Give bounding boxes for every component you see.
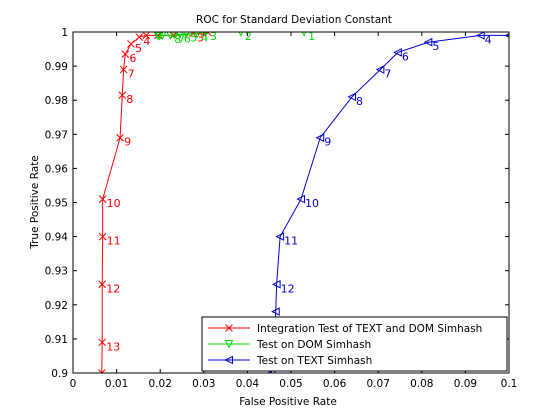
point-label: 7 bbox=[384, 68, 391, 81]
point-label: 2 bbox=[245, 30, 252, 43]
x-tick-label: 0.04 bbox=[236, 378, 260, 390]
data-point-marker bbox=[153, 32, 163, 41]
point-label: 6 bbox=[184, 32, 191, 45]
x-tick-label: 0.02 bbox=[149, 378, 172, 390]
y-tick-label: 0.99 bbox=[45, 61, 68, 73]
axis-ticks: 0 0.01 0.02 0.03 0.04 0.05 0.06 0.07 0.08 0.09 0.1… bbox=[45, 27, 518, 390]
data-point-marker bbox=[118, 91, 127, 99]
legend-swatch-marker bbox=[225, 324, 233, 332]
data-point-marker bbox=[375, 65, 385, 74]
data-point-marker bbox=[98, 338, 107, 347]
y-tick-label: 0.92 bbox=[45, 300, 68, 312]
point-label: 3 bbox=[210, 30, 217, 43]
data-point-marker bbox=[97, 369, 106, 373]
data-point-marker bbox=[315, 133, 325, 143]
data-point-marker bbox=[194, 32, 201, 39]
point-label: 12 bbox=[106, 282, 120, 295]
point-label: 10 bbox=[107, 197, 121, 210]
point-label: 7 bbox=[178, 33, 185, 46]
point-label: 5 bbox=[135, 42, 142, 55]
point-label: 8 bbox=[126, 93, 133, 106]
point-label: 9 bbox=[324, 136, 331, 149]
legend-box bbox=[201, 316, 508, 372]
point-label: 10 bbox=[305, 197, 319, 210]
point-label: 11 bbox=[107, 235, 121, 248]
data-point-marker bbox=[142, 32, 151, 40]
y-axis-label: True Positive Rate bbox=[29, 155, 41, 250]
y-tick-label: 0.91 bbox=[45, 334, 68, 346]
data-point-marker bbox=[166, 32, 175, 40]
x-tick-label: 0.01 bbox=[105, 378, 128, 390]
legend: Integration Test of TEXT and DOM Simhash… bbox=[201, 316, 508, 372]
data-point-marker bbox=[119, 65, 128, 74]
point-label: 4 bbox=[143, 35, 150, 48]
point-label: 9 bbox=[124, 136, 131, 149]
data-point-marker bbox=[271, 280, 281, 289]
data-point-marker bbox=[98, 195, 107, 203]
data-point-marker bbox=[98, 280, 107, 289]
y-tick-label: 0.97 bbox=[45, 129, 68, 141]
data-point-marker bbox=[423, 37, 433, 47]
x-tick-label: 0 bbox=[70, 378, 77, 390]
data-point-marker bbox=[189, 32, 197, 38]
y-tick-label: 0.9 bbox=[51, 368, 68, 380]
legend-entry: Test on TEXT Simhash bbox=[256, 355, 372, 367]
point-label: 11 bbox=[284, 235, 298, 248]
point-label: 4 bbox=[485, 33, 492, 46]
x-tick-label: 0.1 bbox=[501, 378, 518, 390]
legend-swatch-marker bbox=[224, 340, 234, 349]
y-tick-label: 1 bbox=[61, 27, 68, 39]
data-point-marker bbox=[296, 194, 306, 204]
point-label: 5 bbox=[190, 32, 197, 45]
data-point-marker bbox=[135, 33, 144, 41]
y-tick-label: 0.95 bbox=[45, 198, 68, 210]
point-label: 5 bbox=[432, 40, 439, 53]
data-point-marker bbox=[275, 232, 285, 241]
data-point-marker bbox=[176, 32, 184, 40]
point-label: 13 bbox=[106, 340, 120, 353]
legend-entry: Test on DOM Simhash bbox=[256, 339, 371, 351]
y-tick-label: 0.94 bbox=[45, 232, 69, 244]
data-point-marker bbox=[393, 48, 402, 57]
point-label: 8 bbox=[174, 33, 181, 46]
point-label: 1 bbox=[308, 30, 315, 43]
legend-swatch-marker bbox=[224, 355, 233, 365]
x-tick-label: 0.07 bbox=[367, 378, 390, 390]
point-label: 6 bbox=[402, 50, 409, 63]
axes-frame bbox=[72, 31, 510, 374]
data-point-marker bbox=[271, 307, 280, 316]
data-point-marker bbox=[476, 32, 485, 40]
x-tick-label: 0.09 bbox=[454, 378, 477, 390]
point-label: 4 bbox=[201, 32, 208, 45]
data-point-marker bbox=[116, 133, 124, 142]
series-line-3 bbox=[270, 34, 509, 373]
y-tick-label: 0.96 bbox=[45, 163, 69, 175]
point-label: 3 bbox=[197, 32, 204, 45]
data-point-marker bbox=[98, 232, 107, 241]
x-tick-label: 0.03 bbox=[192, 378, 215, 390]
x-tick-label: 0.05 bbox=[279, 378, 302, 390]
point-label: 12 bbox=[281, 282, 295, 295]
point-label: 6 bbox=[129, 52, 136, 65]
data-point-marker bbox=[121, 50, 130, 59]
chart-title: ROC for Standard Deviation Constant bbox=[196, 14, 392, 26]
data-point-marker bbox=[183, 32, 190, 39]
x-tick-label: 0.06 bbox=[323, 378, 347, 390]
point-label: 8 bbox=[356, 95, 363, 108]
data-point-marker bbox=[127, 40, 135, 48]
y-tick-label: 0.98 bbox=[45, 95, 68, 107]
x-axis-label: False Positive Rate bbox=[239, 396, 337, 408]
legend-entry: Integration Test of TEXT and DOM Simhash bbox=[257, 323, 482, 335]
point-label: 7 bbox=[128, 68, 135, 81]
x-tick-label: 0.08 bbox=[410, 378, 433, 390]
data-point-marker bbox=[347, 92, 357, 102]
y-tick-label: 0.93 bbox=[45, 266, 68, 278]
